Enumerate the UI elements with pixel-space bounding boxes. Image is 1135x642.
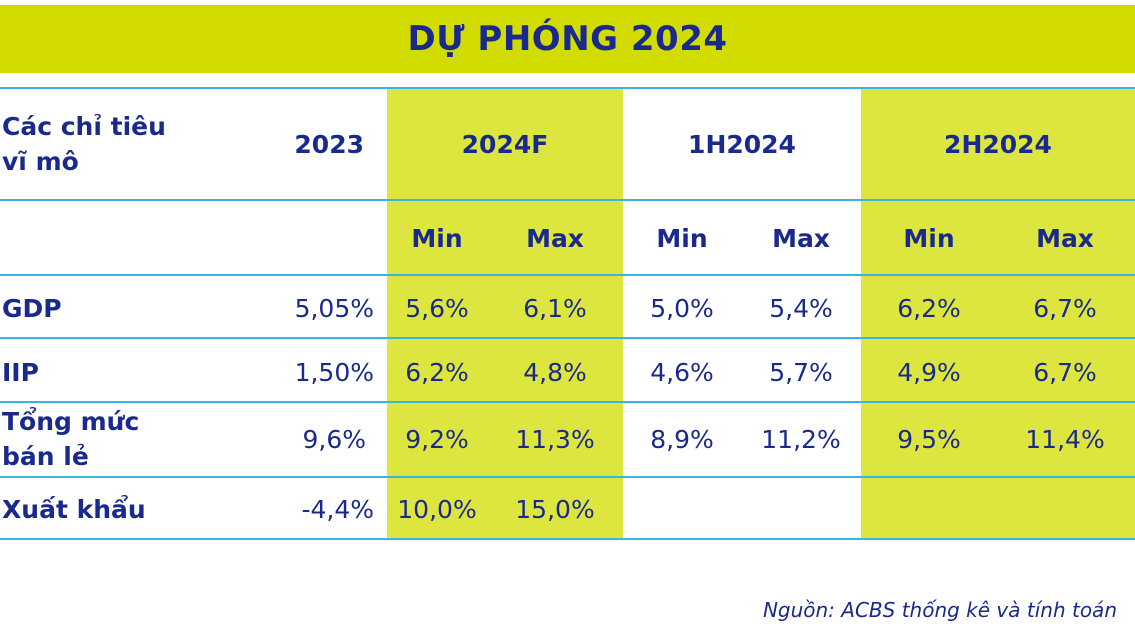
cell-retail-2024f-max: 11,3%	[515, 424, 595, 454]
cell-gdp-1h2024-min: 5,0%	[650, 293, 714, 323]
title-banner: DỰ PHÓNG 2024	[0, 5, 1135, 73]
cell-retail-2023: 9,6%	[302, 424, 366, 454]
subheader-1h2024-min: Min	[656, 223, 708, 253]
cell-retail-2h2024-max: 11,4%	[1025, 424, 1105, 454]
cell-retail-2h2024-min: 9,5%	[897, 424, 961, 454]
table-rule-row-2	[0, 401, 1135, 403]
subheader-2h2024-min: Min	[903, 223, 955, 253]
cell-retail-1h2024-min: 8,9%	[650, 424, 714, 454]
cell-gdp-2h2024-max: 6,7%	[1033, 293, 1097, 323]
cell-export-2024f-min: 10,0%	[397, 494, 477, 524]
row-label-iip: IIP	[2, 357, 39, 387]
cell-gdp-2024f-min: 5,6%	[405, 293, 469, 323]
table-rule-row-1	[0, 337, 1135, 339]
header-col-2023: 2023	[294, 129, 364, 159]
row-label-retail: Tổng mức bán lẻ	[2, 404, 202, 474]
cell-iip-2024f-min: 6,2%	[405, 357, 469, 387]
table-rule-subheader	[0, 274, 1135, 276]
cell-gdp-2h2024-min: 6,2%	[897, 293, 961, 323]
cell-export-2h2024-min	[879, 491, 979, 527]
cell-iip-2024f-max: 4,8%	[523, 357, 587, 387]
source-note: Nguồn: ACBS thống kê và tính toán	[762, 598, 1117, 622]
highlight-column-2024f	[387, 88, 623, 540]
subheader-2024f-max: Max	[526, 223, 584, 253]
row-label-retail-line1: Tổng mức	[2, 407, 140, 436]
header-indicator: Các chỉ tiêu vĩ mô	[2, 106, 202, 182]
row-label-gdp: GDP	[2, 293, 62, 323]
page-title: DỰ PHÓNG 2024	[407, 19, 728, 59]
highlight-column-2h2024	[861, 88, 1135, 540]
subheader-1h2024-max: Max	[772, 223, 830, 253]
table-rule-header	[0, 199, 1135, 201]
cell-gdp-1h2024-max: 5,4%	[769, 293, 833, 323]
cell-gdp-2023: 5,05%	[294, 293, 374, 323]
cell-export-2h2024-max	[1015, 491, 1115, 527]
cell-iip-2h2024-min: 4,9%	[897, 357, 961, 387]
cell-export-1h2024-min	[632, 491, 732, 527]
row-label-export: Xuất khẩu	[2, 494, 146, 524]
cell-export-1h2024-max	[751, 491, 851, 527]
header-col-2h2024: 2H2024	[944, 129, 1052, 159]
table-rule-top	[0, 87, 1135, 89]
cell-iip-1h2024-max: 5,7%	[769, 357, 833, 387]
subheader-2024f-min: Min	[411, 223, 463, 253]
row-label-retail-line2: bán lẻ	[2, 442, 89, 471]
table-rule-row-3	[0, 476, 1135, 478]
subheader-2h2024-max: Max	[1036, 223, 1094, 253]
table-rule-bottom	[0, 538, 1135, 540]
cell-iip-1h2024-min: 4,6%	[650, 357, 714, 387]
header-col-1h2024: 1H2024	[688, 129, 796, 159]
cell-export-2024f-max: 15,0%	[515, 494, 595, 524]
cell-export-2023: -4,4%	[301, 494, 374, 524]
header-col-2024f: 2024F	[461, 129, 549, 159]
cell-retail-2024f-min: 9,2%	[405, 424, 469, 454]
cell-iip-2023: 1,50%	[294, 357, 374, 387]
cell-retail-1h2024-max: 11,2%	[761, 424, 841, 454]
header-indicator-line1: Các chỉ tiêu	[2, 112, 166, 141]
header-indicator-line2: vĩ mô	[2, 147, 79, 176]
cell-gdp-2024f-max: 6,1%	[523, 293, 587, 323]
cell-iip-2h2024-max: 6,7%	[1033, 357, 1097, 387]
